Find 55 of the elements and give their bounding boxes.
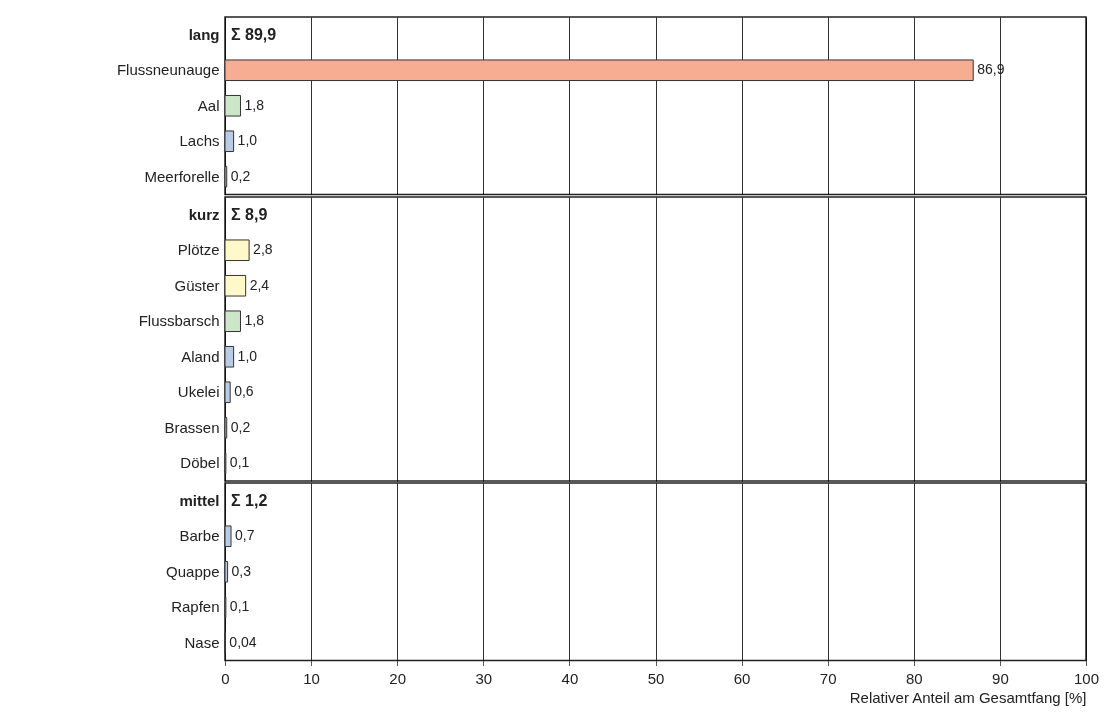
- y-tick-label: Flussbarsch: [138, 312, 220, 330]
- data-label: 0,1: [229, 598, 250, 615]
- y-tick-label: Lachs: [179, 132, 220, 150]
- y-tick-label: Ukelei: [177, 383, 220, 401]
- x-tick-label: 60: [733, 670, 751, 687]
- y-tick-label: Quappe: [166, 562, 220, 580]
- y-tick-label: Nase: [184, 633, 220, 651]
- y-tick-label: Aal: [197, 96, 220, 114]
- x-tick-label: 90: [992, 670, 1009, 687]
- annotation: Σ 8,9: [231, 205, 268, 223]
- bar: [224, 130, 235, 153]
- bar: [224, 239, 250, 262]
- x-tick-label: 80: [905, 670, 923, 687]
- bar: [224, 381, 231, 404]
- y-tick-label: Döbel: [180, 454, 220, 472]
- y-tick-label: kurz: [188, 205, 220, 223]
- data-label: 0,3: [231, 562, 252, 579]
- data-label: 2,8: [253, 241, 273, 258]
- data-label: 1,0: [237, 347, 258, 364]
- data-label: 2,4: [249, 276, 270, 293]
- bar: [224, 59, 974, 82]
- x-tick-label: 40: [561, 670, 579, 687]
- data-label: 0,2: [230, 418, 251, 435]
- y-tick-label: Plötze: [177, 241, 220, 259]
- y-tick-label: Meerforelle: [144, 167, 220, 185]
- data-label: 0,2: [230, 167, 251, 184]
- y-tick-label: Flussneunauge: [116, 61, 220, 79]
- y-tick-label: mittel: [179, 491, 220, 509]
- bar: [224, 94, 241, 117]
- data-label: 1,8: [244, 96, 265, 113]
- annotation: Σ 89,9: [231, 25, 277, 43]
- data-label: 0,6: [234, 383, 254, 400]
- y-tick-label: Rapfen: [171, 598, 220, 616]
- x-tick-label: 30: [475, 670, 493, 687]
- x-tick-label: 0: [221, 670, 230, 687]
- data-label: 0,04: [229, 633, 257, 650]
- bar: [224, 310, 241, 333]
- data-label: 0,1: [229, 454, 250, 471]
- x-tick-label: 70: [819, 670, 837, 687]
- x-axis-title: Relativer Anteil am Gesamtfang [%]: [849, 689, 1087, 706]
- y-tick-label: Aland: [181, 347, 220, 365]
- annotation: Σ 1,2: [231, 491, 268, 509]
- data-label: 0,7: [235, 527, 255, 544]
- x-tick-label: 10: [303, 670, 320, 687]
- data-label: 1,0: [237, 132, 258, 149]
- x-tick-label: 20: [389, 670, 407, 687]
- bar: [224, 274, 247, 297]
- data-label: 1,8: [244, 312, 265, 329]
- x-tick-label: 100: [1073, 670, 1100, 687]
- y-tick-label: Brassen: [164, 418, 220, 436]
- bar: [224, 345, 235, 368]
- y-tick-label: lang: [188, 25, 220, 43]
- y-tick-label: Barbe: [179, 527, 220, 545]
- y-tick-label: Güster: [174, 276, 220, 294]
- x-tick-label: 50: [647, 670, 665, 687]
